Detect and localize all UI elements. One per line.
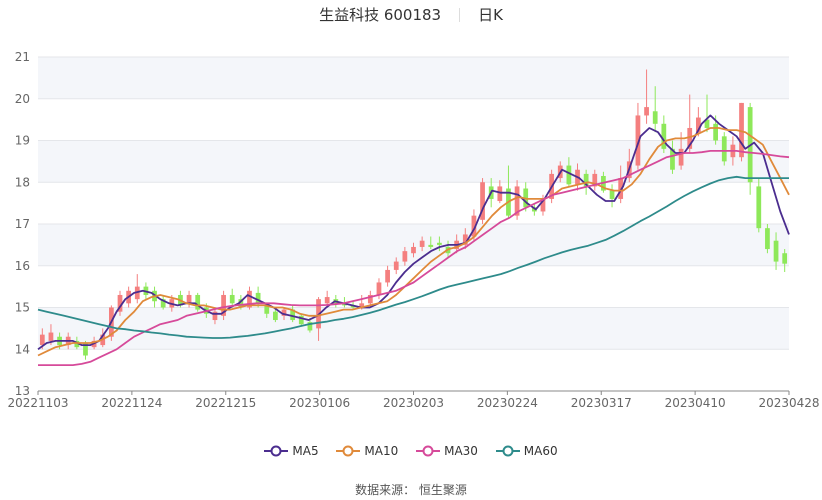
chart-title: 生益科技 600183 日K bbox=[0, 4, 822, 25]
moving-average-lines bbox=[37, 114, 790, 367]
legend-item-ma5[interactable]: MA5 bbox=[264, 444, 319, 458]
svg-text:20230224: 20230224 bbox=[477, 396, 538, 410]
legend-circle-icon bbox=[264, 445, 289, 457]
stock-name: 生益科技 600183 bbox=[319, 6, 442, 24]
legend-circle-icon bbox=[336, 445, 361, 457]
legend: MA5 MA10 MA30 MA60 bbox=[0, 444, 822, 460]
legend-circle-icon bbox=[495, 445, 520, 457]
legend-label: MA30 bbox=[444, 444, 478, 458]
legend-label: MA10 bbox=[364, 444, 399, 458]
title-divider bbox=[459, 8, 461, 22]
svg-text:20230203: 20230203 bbox=[383, 396, 444, 410]
svg-text:16: 16 bbox=[15, 259, 30, 273]
period-label: 日K bbox=[478, 6, 503, 24]
legend-circle-icon bbox=[416, 445, 441, 457]
x-axis: 20221103 20221124 20221215 20230106 20230203… bbox=[7, 390, 820, 410]
svg-text:15: 15 bbox=[15, 301, 30, 315]
svg-text:18: 18 bbox=[15, 175, 30, 189]
svg-text:20221103: 20221103 bbox=[7, 396, 68, 410]
svg-text:20221124: 20221124 bbox=[101, 396, 162, 410]
legend-item-ma10[interactable]: MA10 bbox=[336, 444, 398, 458]
y-axis: 13 14 15 16 17 18 19 20 21 bbox=[15, 50, 30, 398]
svg-text:19: 19 bbox=[15, 134, 30, 148]
svg-text:20230428: 20230428 bbox=[758, 396, 819, 410]
svg-text:20230410: 20230410 bbox=[665, 396, 726, 410]
svg-text:14: 14 bbox=[15, 342, 30, 356]
legend-item-ma30[interactable]: MA30 bbox=[416, 444, 478, 458]
svg-text:20: 20 bbox=[15, 92, 30, 106]
data-source-note: 数据来源： 恒生聚源 bbox=[355, 483, 467, 497]
svg-text:20230317: 20230317 bbox=[571, 396, 632, 410]
legend-label: MA5 bbox=[292, 444, 319, 458]
svg-text:20230106: 20230106 bbox=[289, 396, 350, 410]
svg-text:13: 13 bbox=[15, 384, 30, 398]
grid-lines bbox=[38, 56, 789, 350]
svg-text:21: 21 bbox=[15, 50, 30, 64]
svg-text:20221215: 20221215 bbox=[195, 396, 256, 410]
legend-label: MA60 bbox=[523, 444, 558, 458]
legend-item-ma60[interactable]: MA60 bbox=[495, 444, 558, 458]
plot-background-bands bbox=[38, 57, 789, 350]
svg-text:17: 17 bbox=[15, 217, 30, 231]
